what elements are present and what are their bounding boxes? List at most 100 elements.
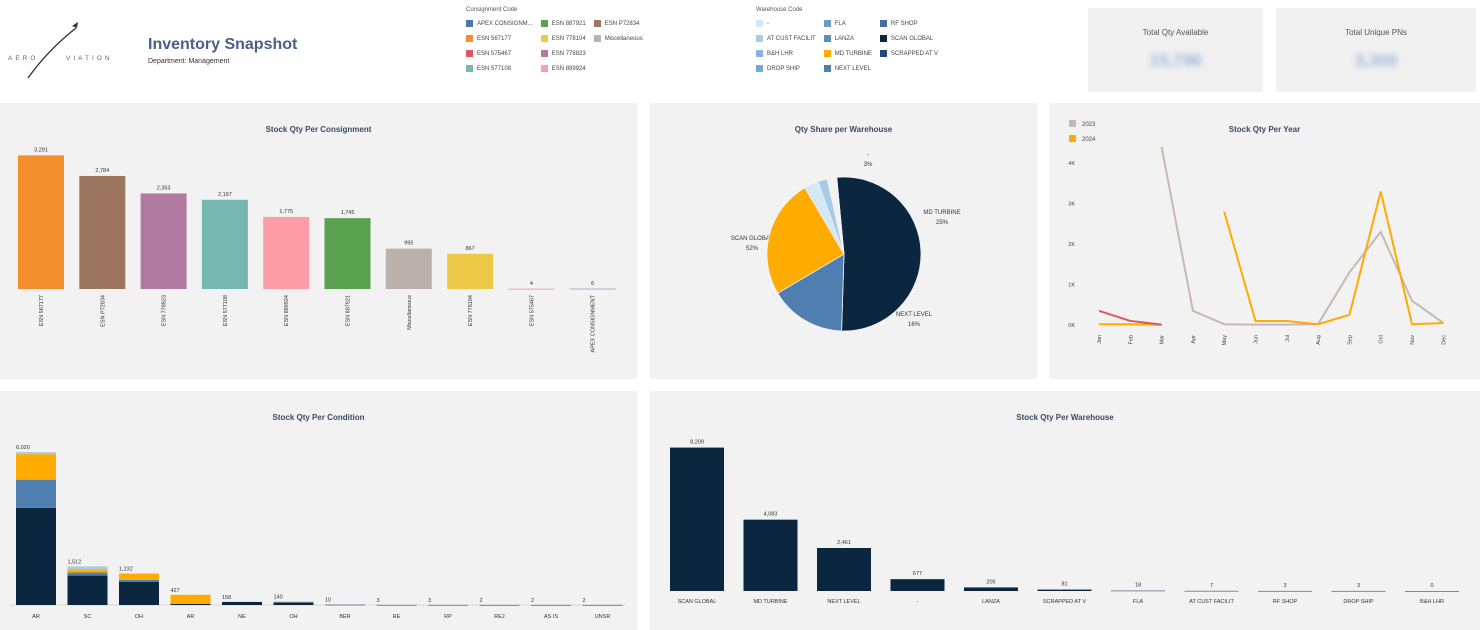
category-label: AR	[187, 614, 195, 620]
legend-label: 2023	[1082, 122, 1096, 128]
y-tick-label: 2K	[1068, 242, 1075, 248]
warehouse-pie-chart: SCAN GLOBAL 52% NEXT LEVEL 16% MD TURBINE 25%…	[731, 152, 961, 332]
pie-slice	[836, 176, 922, 332]
kpi-unique-pns: Total Unique PNs 3,300	[1276, 8, 1476, 92]
stack-segment	[273, 602, 314, 605]
chart-title: Stock Qty Per Year	[1228, 125, 1301, 134]
bar	[890, 579, 945, 591]
bar	[18, 155, 64, 289]
legend-label: ESN 778823	[551, 50, 586, 57]
data-label: 3	[377, 598, 380, 604]
bar	[670, 447, 724, 591]
legend-label: -	[767, 20, 769, 27]
legend-label: FLA	[834, 20, 846, 27]
legend-swatch	[466, 65, 473, 72]
legend-label: ESN 577108	[477, 65, 512, 72]
warehouse-legend-item[interactable]: B&H LHR	[756, 46, 816, 61]
stack-segment	[16, 454, 56, 480]
legend-swatch	[540, 65, 548, 72]
category-label: AR	[32, 614, 40, 620]
consignment-legend-item[interactable]: Miscellaneous	[593, 31, 643, 46]
category-label: ESN 778823	[162, 295, 168, 326]
slice-label: SCAN GLOBAL	[731, 236, 774, 242]
consignment-legend-item[interactable]: ESN 575467	[466, 46, 533, 61]
category-label: APEX CONSIGNMENT	[591, 294, 597, 352]
legend-swatch	[593, 20, 601, 27]
data-label: 18	[1135, 583, 1141, 589]
pie-slice	[766, 187, 845, 294]
x-tick-label: Sep	[1347, 335, 1353, 345]
warehouse-legend-item[interactable]: SCRAPPED AT V	[879, 46, 938, 61]
category-label: ESN 567177	[39, 295, 45, 326]
bar	[447, 253, 494, 289]
category-label: SCAN GLOBAL	[678, 599, 717, 605]
warehouse-legend-item[interactable]: NEXT LEVEL	[823, 61, 872, 76]
legend-swatch	[823, 50, 831, 57]
warehouse-legend-item[interactable]: -	[756, 16, 816, 31]
warehouse-legend-item[interactable]: DROP SHIP	[756, 61, 816, 76]
consignment-legend-item[interactable]: ESN 778823	[540, 46, 586, 61]
warehouse-legend-item[interactable]: RF SHOP	[879, 16, 938, 31]
x-tick-label: Jun	[1254, 335, 1260, 344]
stack-segment	[119, 573, 159, 580]
data-label: 3	[1357, 583, 1360, 589]
category-label: OH	[135, 614, 143, 620]
legend-swatch	[540, 20, 548, 27]
stack-segment	[67, 575, 108, 605]
series-line	[1160, 146, 1444, 326]
warehouse-legend: Warehouse Code - AT CUST FACILIT B&H LHR DR…	[756, 7, 938, 76]
bar	[1184, 590, 1239, 592]
consignment-legend-title: Consignment Code	[466, 7, 518, 13]
category-label: RF SHOP	[1273, 599, 1298, 605]
bar	[201, 199, 248, 289]
category-label: OH	[289, 614, 297, 620]
category-label: ESN 575467	[529, 295, 535, 326]
data-label: 6	[591, 281, 594, 287]
bar	[1405, 591, 1459, 592]
stack-segment	[582, 604, 623, 606]
legend-swatch	[756, 65, 763, 72]
consignment-legend-item[interactable]: ESN 887921	[540, 16, 586, 31]
legend-swatch	[756, 20, 763, 27]
category-label: ESN 889924	[284, 295, 290, 326]
data-label: 3,291	[34, 147, 48, 153]
category-label: UNSR	[595, 614, 611, 620]
kpi-label: Total Qty Available	[1142, 28, 1209, 37]
x-tick-label: Aug	[1316, 335, 1322, 345]
warehouse-legend-item[interactable]: MD TURBINE	[823, 46, 872, 61]
consignment-legend-item[interactable]: ESN 577108	[466, 61, 533, 76]
consignment-legend-item[interactable]: ESN 778104	[540, 31, 586, 46]
category-label: FLA	[1133, 599, 1143, 605]
x-tick-label: Dec	[1441, 335, 1447, 345]
bar	[1331, 590, 1386, 592]
data-label: 2	[480, 598, 483, 604]
legend-swatch	[540, 35, 548, 42]
category-label: ESN 577108	[223, 295, 229, 326]
legend-label: ESN 567177	[477, 35, 512, 42]
legend-label: NEXT LEVEL	[834, 65, 871, 72]
legend-label: ESN 575467	[477, 50, 512, 57]
warehouse-legend-item[interactable]: FLA	[823, 16, 872, 31]
bar	[1258, 590, 1312, 592]
consignment-legend-item[interactable]: ESN 889924	[540, 61, 586, 76]
warehouse-legend-item[interactable]: AT CUST FACILIT	[756, 31, 816, 46]
legend-label: SCAN GLOBAL	[890, 35, 934, 42]
consignment-legend-item[interactable]: ESN 567177	[466, 31, 533, 46]
category-label: NE	[238, 614, 246, 620]
legend-label: 2024	[1082, 137, 1096, 143]
stack-segment	[16, 479, 56, 508]
x-tick-label: Nov	[1410, 335, 1416, 345]
legend-label: MD TURBINE	[834, 50, 872, 57]
category-label: Miscellaneous	[407, 295, 413, 330]
panel-warehouse-share: Qty Share per Warehouse SCAN GLOBAL 52% NE…	[650, 103, 1037, 379]
bar	[508, 288, 555, 290]
bar	[324, 218, 371, 289]
warehouse-legend-item[interactable]: LANZA	[823, 31, 872, 46]
consignment-legend-item[interactable]: APEX CONSIGNM...	[466, 16, 533, 31]
legend-label: ESN 889924	[551, 65, 586, 72]
consignment-legend-item[interactable]: ESN P72834	[593, 16, 643, 31]
legend-swatch	[879, 20, 887, 27]
data-label: 81	[1061, 582, 1067, 588]
legend-swatch	[466, 35, 473, 42]
warehouse-legend-item[interactable]: SCAN GLOBAL	[879, 31, 938, 46]
